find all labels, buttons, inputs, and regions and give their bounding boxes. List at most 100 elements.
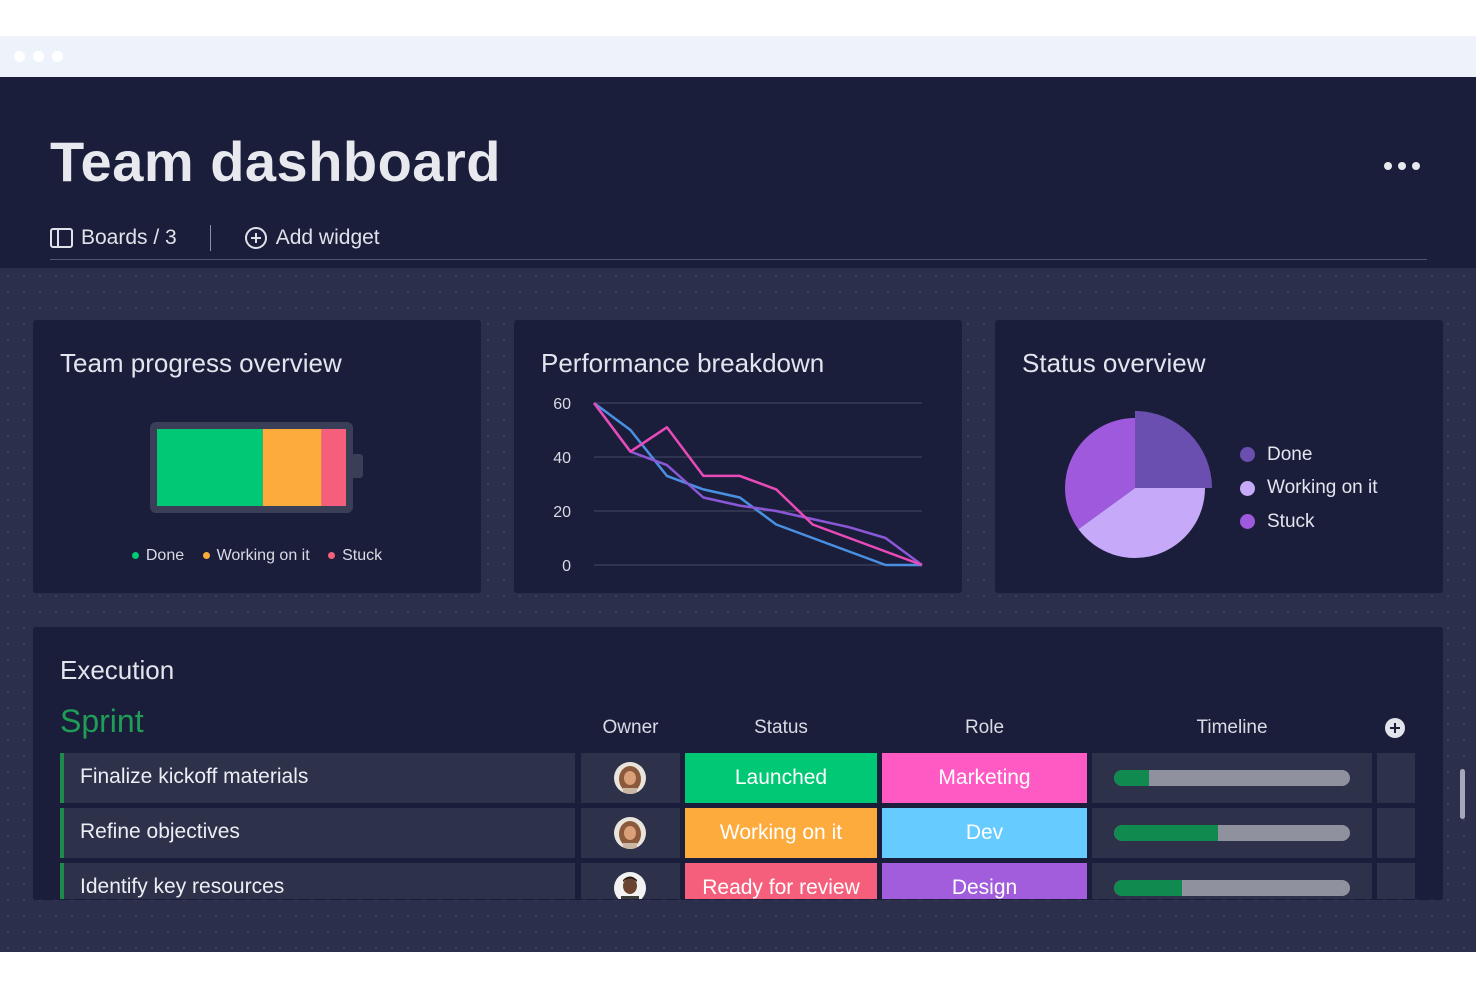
more-dot-icon <box>1412 162 1420 170</box>
dashboard-toolbar: Boards / 3 Add widget <box>50 223 380 253</box>
table-row: Refine objectives Working on it Dev <box>60 808 1415 858</box>
y-tick-label: 60 <box>553 396 571 413</box>
more-options-button[interactable] <box>1376 157 1426 177</box>
pie-slice-stuck <box>1065 418 1135 530</box>
column-header-role[interactable]: Role <box>964 717 1005 738</box>
avatar[interactable] <box>614 762 646 794</box>
progress-legend: Done Working on it Stuck <box>33 546 481 565</box>
role-cell[interactable]: Design <box>882 863 1087 899</box>
legend-label: Stuck <box>342 546 383 564</box>
add-widget-label: Add widget <box>275 226 380 249</box>
widget-title: Team progress overview <box>60 348 342 378</box>
boards-label: Boards / 3 <box>81 226 177 249</box>
status-pie-chart <box>1065 411 1212 558</box>
timeline-cell[interactable] <box>1092 808 1372 858</box>
status-label: Working on it <box>719 821 843 844</box>
task-name: Identify key resources <box>80 875 285 898</box>
status-label: Ready for review <box>702 876 860 899</box>
team-progress-widget: Team progress overview Done Working on i… <box>33 320 481 593</box>
column-header-owner[interactable]: Owner <box>602 717 659 738</box>
board-icon <box>50 228 73 248</box>
window-close-dot[interactable] <box>14 51 25 62</box>
task-name: Finalize kickoff materials <box>80 765 309 788</box>
avatar-woman-icon <box>614 817 646 849</box>
role-label: Design <box>951 876 1018 899</box>
plus-circle-icon <box>244 227 267 249</box>
dashboard-app: Team dashboard Boards / 3 Add <box>0 77 1476 952</box>
page-title: Team dashboard <box>50 130 501 193</box>
y-tick-label: 20 <box>553 504 571 521</box>
battery-segment-done <box>157 429 263 506</box>
avatar-woman-icon <box>614 762 646 794</box>
owner-cell <box>581 753 680 803</box>
role-cell[interactable]: Dev <box>882 808 1087 858</box>
timeline-cell[interactable] <box>1092 753 1372 803</box>
role-cell[interactable]: Marketing <box>882 753 1087 803</box>
timeline-cell[interactable] <box>1092 863 1372 899</box>
task-name-cell[interactable]: Finalize kickoff materials <box>60 753 575 803</box>
status-label: Launched <box>734 766 828 789</box>
legend-label: Done <box>1267 443 1313 465</box>
group-title[interactable]: Sprint <box>60 703 144 739</box>
empty-cell <box>1377 808 1415 858</box>
legend-dot <box>1240 447 1255 463</box>
widget-title: Status overview <box>1022 348 1206 378</box>
execution-widget: Execution Sprint Owner Status Role Timel… <box>33 627 1465 900</box>
browser-title-bar <box>0 36 1476 77</box>
add-widget-button[interactable]: Add widget <box>244 226 380 250</box>
y-tick-label: 0 <box>562 558 571 575</box>
legend-item-done: Done <box>131 547 184 565</box>
column-header-status[interactable]: Status <box>754 717 808 738</box>
timeline-bar <box>1114 880 1350 896</box>
series-line-1 <box>593 401 922 567</box>
owner-cell <box>581 863 680 899</box>
table-scrollbar[interactable] <box>1460 769 1465 819</box>
role-label: Marketing <box>938 766 1031 789</box>
avatar-man-icon <box>614 872 646 899</box>
legend-dot <box>202 552 210 559</box>
status-overview-widget: Status overview Done Working on it Stuck <box>995 320 1443 593</box>
task-name-cell[interactable]: Identify key resources <box>60 863 575 899</box>
legend-dot <box>131 552 139 559</box>
role-label: Dev <box>965 821 1004 844</box>
header-divider <box>50 259 1427 260</box>
pie-slice-working-on-it <box>1078 488 1205 558</box>
table-row: Finalize kickoff materials Launched Mark… <box>60 753 1415 803</box>
status-cell[interactable]: Ready for review <box>685 863 877 899</box>
avatar[interactable] <box>614 872 646 899</box>
table-row: Identify key resources Ready for review … <box>60 863 1415 899</box>
series-line-3 <box>592 402 923 567</box>
window-minimize-dot[interactable] <box>33 51 44 62</box>
more-dot-icon <box>1384 162 1392 170</box>
column-header-timeline[interactable]: Timeline <box>1196 717 1268 738</box>
window-maximize-dot[interactable] <box>52 51 63 62</box>
legend-label: Stuck <box>1267 510 1315 532</box>
legend-label: Working on it <box>1267 477 1378 499</box>
status-cell[interactable]: Launched <box>685 753 877 803</box>
legend-dot <box>328 552 336 559</box>
empty-cell <box>1377 753 1415 803</box>
boards-button[interactable]: Boards / 3 <box>50 226 177 250</box>
battery-segment-working-on-it <box>262 429 322 506</box>
battery-progress-chart <box>150 422 363 513</box>
battery-segment-stuck <box>321 429 346 506</box>
battery-cap <box>351 454 363 478</box>
owner-cell <box>581 808 680 858</box>
performance-widget: Performance breakdown 0 20 40 60 <box>514 320 962 593</box>
pie-slice-done <box>1135 411 1212 488</box>
legend-dot <box>1240 514 1255 530</box>
task-name-cell[interactable]: Refine objectives <box>60 808 575 858</box>
legend-label: Working on it <box>216 546 310 564</box>
dashboard-header: Team dashboard Boards / 3 Add <box>0 77 1476 268</box>
timeline-progress <box>1114 770 1150 786</box>
legend-item-working: Working on it <box>1240 472 1378 506</box>
widget-title: Execution <box>60 655 175 685</box>
y-tick-label: 40 <box>553 450 571 467</box>
status-cell[interactable]: Working on it <box>685 808 877 858</box>
legend-dot <box>1240 480 1255 496</box>
add-column-icon[interactable] <box>1385 718 1405 738</box>
widget-title: Performance breakdown <box>541 348 825 378</box>
timeline-progress <box>1114 825 1218 841</box>
timeline-bar <box>1114 770 1350 786</box>
avatar[interactable] <box>614 817 646 849</box>
